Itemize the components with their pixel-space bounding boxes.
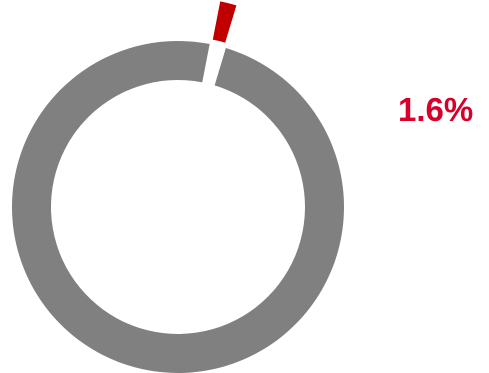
highlight-slice <box>212 1 237 43</box>
remainder-slice <box>12 41 344 373</box>
percentage-label: 1.6% <box>398 91 474 128</box>
